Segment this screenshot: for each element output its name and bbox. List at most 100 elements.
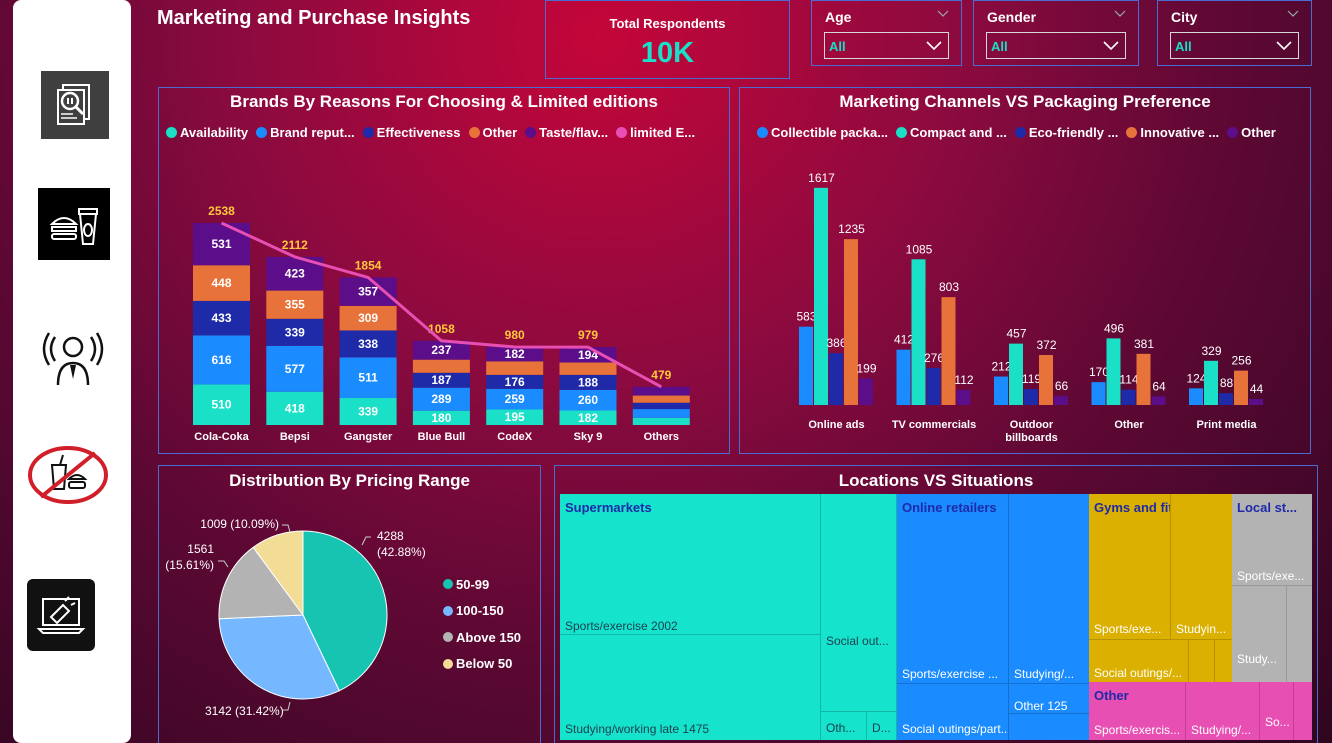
treemap-cell[interactable]: Supermarkets Sports/exercise 2002 (560, 494, 821, 635)
stacked-bar-segment[interactable] (193, 384, 250, 425)
treemap-cell[interactable] (1189, 640, 1215, 682)
pie-slice[interactable] (302, 530, 388, 692)
stacked-bar-segment[interactable] (339, 277, 397, 306)
treemap-cell[interactable]: Studying/... (1009, 494, 1089, 684)
bar[interactable] (1151, 396, 1166, 405)
broadcast-person-icon[interactable] (35, 326, 111, 394)
pie-slice[interactable] (218, 614, 341, 700)
bar[interactable] (1219, 393, 1233, 405)
stacked-bar-segment[interactable] (632, 386, 690, 396)
bar[interactable] (1106, 338, 1121, 405)
stacked-bar-segment[interactable] (266, 318, 324, 346)
treemap-cell[interactable]: So... (1260, 682, 1294, 740)
stacked-bar-segment[interactable] (193, 300, 250, 336)
bar[interactable] (896, 349, 911, 405)
bar[interactable] (941, 297, 956, 405)
legend-item[interactable]: Other (468, 125, 517, 140)
stacked-bar-segment[interactable] (486, 346, 544, 362)
bar[interactable] (1121, 389, 1136, 405)
treemap-cell[interactable] (1009, 714, 1089, 740)
treemap-cell[interactable] (1287, 586, 1312, 682)
bar[interactable] (926, 367, 941, 405)
stacked-bar-segment[interactable] (193, 222, 250, 266)
report-analysis-icon[interactable] (41, 71, 109, 139)
bar[interactable] (1204, 360, 1218, 405)
treemap-cell[interactable]: Local st... Sports/exe... (1232, 494, 1312, 586)
legend-item[interactable]: Below 50 (443, 651, 521, 678)
bar[interactable] (1091, 382, 1106, 405)
pie-slice[interactable] (252, 530, 304, 617)
stacked-bar-segment[interactable] (486, 374, 544, 389)
stacked-bar-segment[interactable] (632, 402, 690, 410)
bar[interactable] (799, 326, 813, 405)
stacked-bar-segment[interactable] (412, 387, 470, 411)
treemap-cell[interactable]: Study... (1232, 586, 1287, 682)
treemap-cell[interactable] (1294, 682, 1312, 740)
legend-item[interactable]: Taste/flav... (525, 125, 608, 140)
bar[interactable] (911, 259, 926, 405)
stacked-bar-segment[interactable] (559, 347, 617, 363)
gender-dropdown[interactable]: All (986, 32, 1126, 59)
bar[interactable] (1054, 396, 1068, 405)
legend-item[interactable]: Availability (166, 125, 248, 140)
stacked-bar-segment[interactable] (559, 374, 617, 390)
stacked-bar-segment[interactable] (193, 335, 250, 385)
legend-item[interactable]: 100-150 (443, 598, 521, 625)
marketing-megaphone-icon[interactable] (27, 579, 95, 651)
city-dropdown[interactable]: All (1170, 32, 1299, 59)
legend-item[interactable]: Collectible packa... (757, 125, 888, 140)
limited-editions-line[interactable] (220, 221, 663, 389)
stacked-bar-segment[interactable] (486, 409, 544, 425)
stacked-bar-segment[interactable] (632, 409, 690, 418)
chevron-down-icon[interactable] (1114, 7, 1126, 19)
legend-item[interactable]: Brand reput... (256, 125, 355, 140)
chevron-down-icon[interactable] (937, 7, 949, 19)
treemap-cell[interactable]: Studying/... (1186, 682, 1260, 740)
bar[interactable] (1136, 353, 1151, 405)
stacked-bar-segment[interactable] (559, 362, 617, 375)
treemap-cell[interactable]: Oth... (821, 712, 867, 740)
bar[interactable] (1009, 343, 1023, 405)
stacked-bar-segment[interactable] (632, 395, 690, 403)
treemap-cell[interactable]: Other 125 (1009, 684, 1089, 714)
bar[interactable] (956, 389, 971, 405)
treemap-cell[interactable]: Online retailers Sports/exercise ... (897, 494, 1009, 684)
food-drink-icon[interactable] (38, 188, 110, 260)
treemap-cell[interactable]: Gyms and fitness ... Sports/exe... (1089, 494, 1171, 640)
chevron-down-icon[interactable] (1287, 7, 1299, 19)
legend-item[interactable]: Above 150 (443, 624, 521, 651)
stacked-bar-segment[interactable] (412, 410, 470, 425)
stacked-bar-segment[interactable] (412, 340, 470, 360)
bar[interactable] (1249, 399, 1263, 405)
stacked-bar-segment[interactable] (339, 398, 397, 425)
treemap-cell[interactable]: Social out... (821, 494, 897, 712)
bar[interactable] (1189, 388, 1203, 405)
stacked-bar-segment[interactable] (559, 389, 617, 411)
treemap-cell[interactable]: Social outings/... (1089, 640, 1189, 682)
pie-slice[interactable] (218, 546, 304, 620)
treemap-cell[interactable]: Other Sports/exercis... (1089, 682, 1186, 740)
age-dropdown[interactable]: All (824, 32, 949, 59)
no-fast-food-icon[interactable] (26, 443, 110, 507)
bar[interactable] (1039, 355, 1053, 405)
stacked-bar-segment[interactable] (486, 388, 544, 410)
treemap-cell[interactable]: Studying/working late 1475 (560, 635, 821, 740)
legend-item[interactable]: Effectiveness (362, 125, 461, 140)
legend-item[interactable]: Compact and ... (896, 125, 1007, 140)
treemap-cell[interactable] (1215, 640, 1232, 682)
stacked-bar-segment[interactable] (632, 417, 690, 425)
bar[interactable] (1234, 370, 1248, 405)
bar[interactable] (1024, 389, 1038, 405)
stacked-bar-segment[interactable] (559, 410, 617, 425)
bar[interactable] (844, 239, 858, 405)
stacked-bar-segment[interactable] (412, 372, 470, 388)
treemap-cell[interactable]: D... (867, 712, 897, 740)
legend-item[interactable]: Eco-friendly ... (1014, 125, 1118, 140)
bar[interactable] (859, 378, 873, 405)
stacked-bar-segment[interactable] (339, 305, 397, 331)
treemap-cell[interactable]: Social outings/part... (897, 684, 1009, 740)
legend-item[interactable]: Innovative ... (1126, 125, 1219, 140)
bar[interactable] (829, 353, 843, 405)
stacked-bar-segment[interactable] (193, 265, 250, 301)
bar[interactable] (994, 376, 1008, 405)
